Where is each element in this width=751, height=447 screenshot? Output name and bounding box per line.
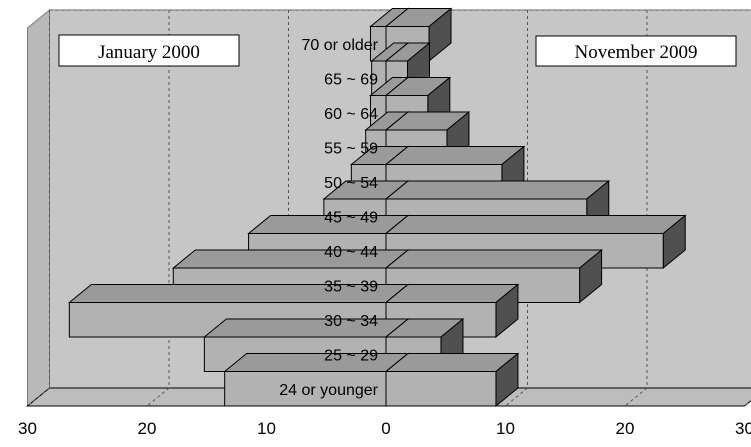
- left-side-wall: [28, 10, 50, 406]
- x-tick-label: 10: [496, 419, 515, 438]
- category-label: 24 or younger: [279, 382, 378, 399]
- x-tick-label: 10: [257, 419, 276, 438]
- category-label: 30 ~ 34: [324, 313, 378, 330]
- category-label: 25 ~ 29: [324, 347, 378, 364]
- bar-right-0-top: [386, 354, 518, 372]
- legend-label-left: January 2000: [98, 42, 200, 63]
- x-tick-label: 30: [18, 419, 37, 438]
- x-tick-label: 20: [616, 419, 635, 438]
- category-label: 65 ~ 69: [324, 71, 378, 88]
- category-label: 70 or older: [302, 37, 379, 54]
- bar-right-6-top: [386, 147, 524, 165]
- x-tick-label: 20: [138, 419, 157, 438]
- legend-label-right: November 2009: [575, 42, 698, 63]
- bar-right-0: [386, 372, 496, 407]
- bar-left-0-top: [225, 354, 408, 372]
- category-label: 55 ~ 59: [324, 140, 378, 157]
- x-tick-label: 0: [381, 419, 390, 438]
- category-label: 45 ~ 49: [324, 209, 378, 226]
- x-tick-labels: 30 20 10 0 10 20 30: [18, 419, 751, 438]
- bar-right-4-top: [386, 216, 685, 234]
- category-label: 50 ~ 54: [324, 175, 378, 192]
- bar-right-3-top: [386, 250, 602, 268]
- category-label: 35 ~ 39: [324, 278, 378, 295]
- category-label: 40 ~ 44: [324, 244, 378, 261]
- bar-right-2-top: [386, 285, 518, 303]
- bar-right-5-top: [386, 181, 609, 199]
- x-tick-label: 30: [735, 419, 751, 438]
- category-label: 60 ~ 64: [324, 106, 378, 123]
